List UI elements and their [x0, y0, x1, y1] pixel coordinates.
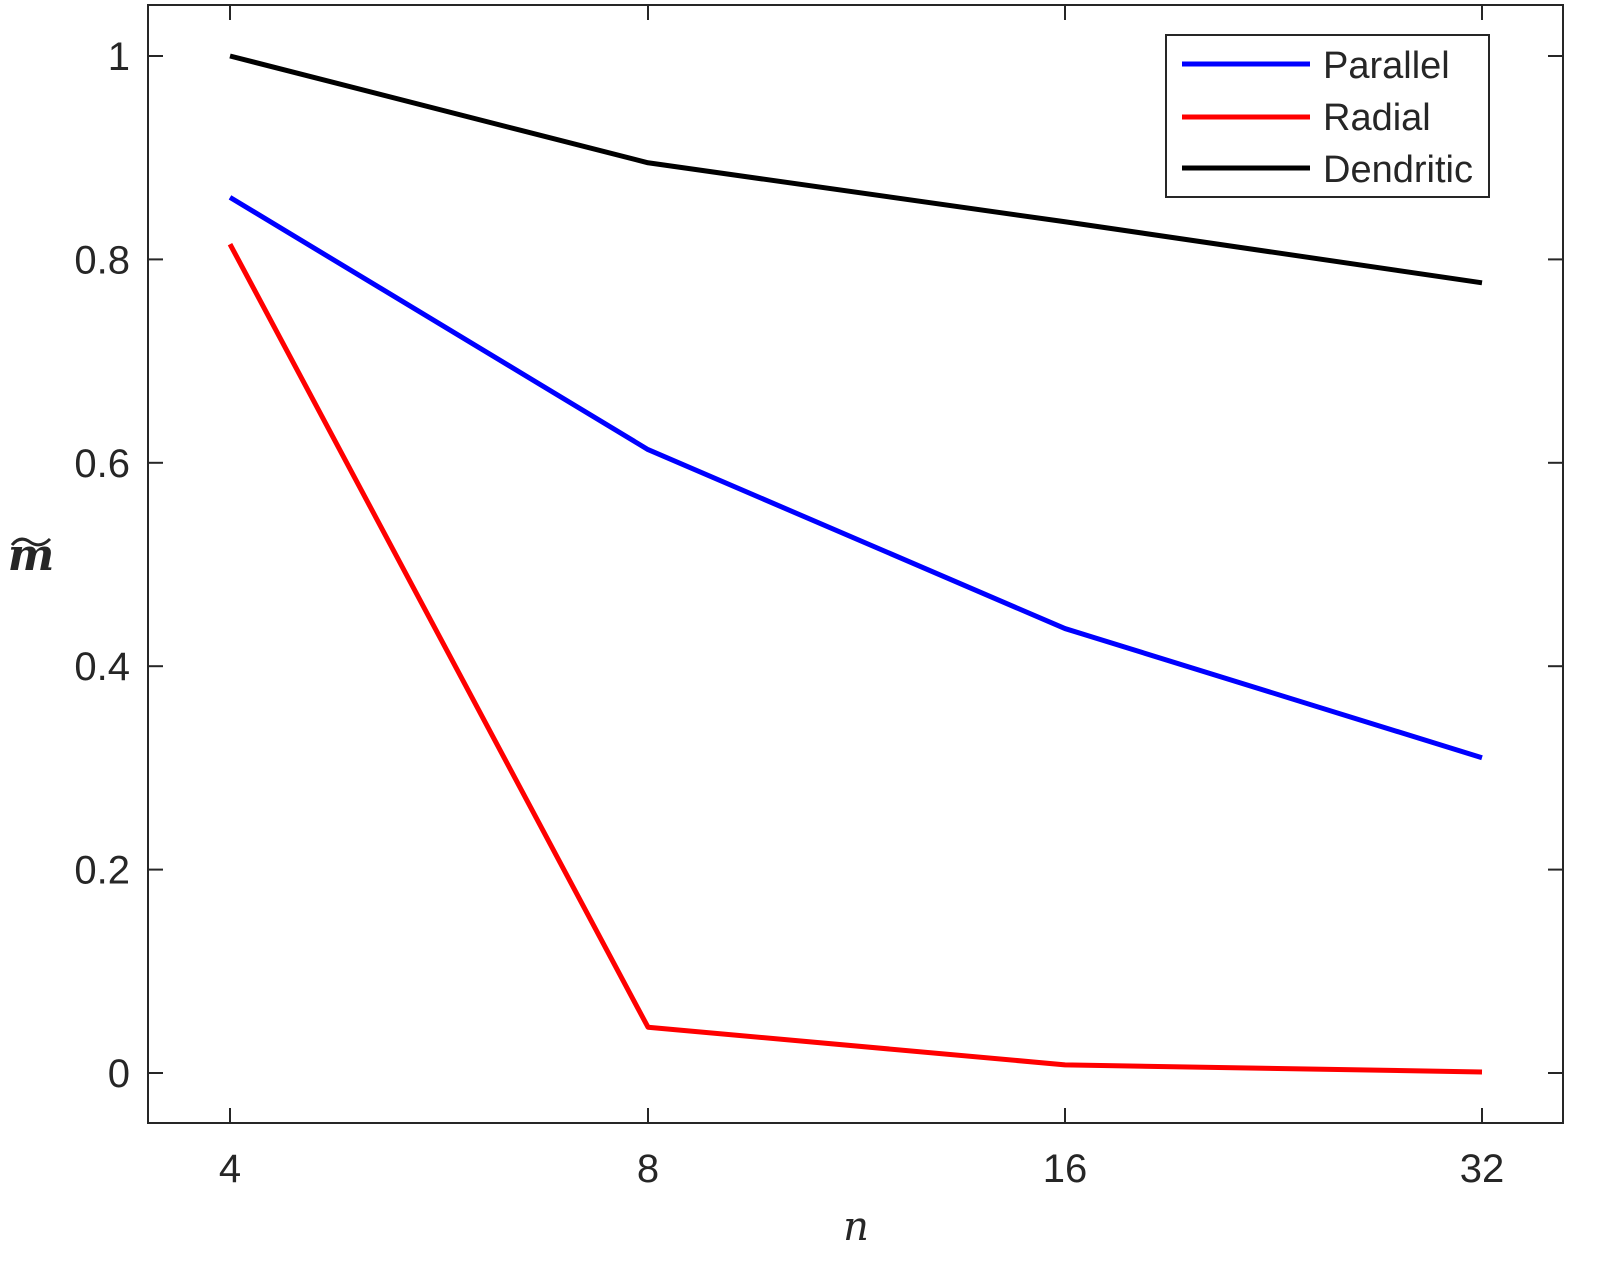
y-axis-label-symbol: m [8, 530, 55, 581]
series-line-parallel [228, 195, 1483, 761]
y-tick-label: 0.2 [74, 849, 130, 893]
y-tick-label: 0.6 [74, 442, 130, 486]
y-axis-label-tilde [10, 537, 52, 547]
y-tick-label: 1 [108, 35, 130, 79]
legend: Parallel Radial Dendritic [1165, 34, 1490, 198]
x-axis-label: n [843, 1204, 869, 1250]
legend-label-radial: Radial [1323, 97, 1431, 139]
series-layer [227, 53, 1483, 1075]
legend-item-radial: Radial [1182, 97, 1431, 139]
x-tick-label: 8 [637, 1147, 659, 1191]
y-axis-label: m [8, 530, 55, 581]
x-tick-label: 32 [1460, 1147, 1505, 1191]
ticks-layer [148, 5, 1563, 1123]
x-tick-labels: 4 8 16 32 [219, 1147, 1504, 1191]
x-tick-label: 4 [219, 1147, 241, 1191]
x-tick-label: 16 [1043, 1147, 1088, 1191]
legend-label-dendritic: Dendritic [1323, 149, 1473, 191]
y-tick-label: 0.8 [74, 238, 130, 282]
y-tick-labels: 0 0.2 0.4 0.6 0.8 1 [74, 35, 130, 1096]
y-tick-label: 0.4 [74, 645, 130, 689]
legend-item-dendritic: Dendritic [1182, 149, 1473, 191]
axes-frame [147, 4, 1564, 1124]
series-line-dendritic [229, 53, 1483, 286]
y-tick-label: 0 [108, 1052, 130, 1096]
legend-label-parallel: Parallel [1323, 45, 1450, 87]
series-line-radial [227, 242, 1483, 1075]
legend-item-parallel: Parallel [1182, 45, 1450, 87]
